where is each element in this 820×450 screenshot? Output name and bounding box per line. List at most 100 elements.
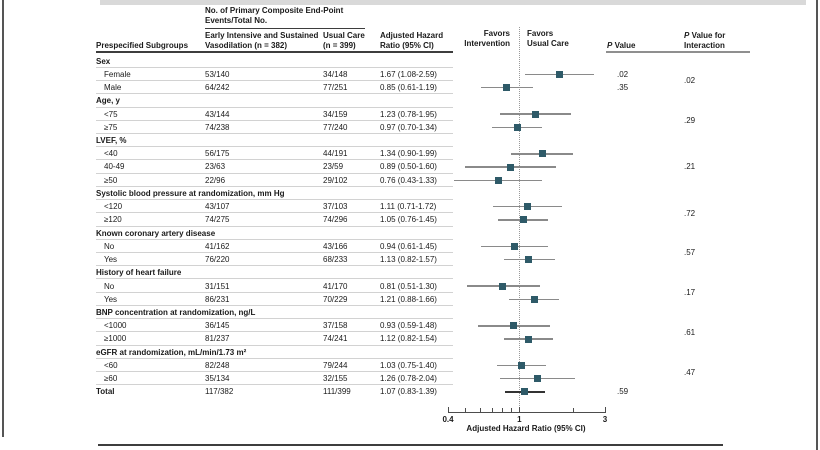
events-usual-value: 77/251 — [323, 83, 348, 93]
table-row: Total 117/382 111/399 1.07 (0.83-1.39) .59 — [0, 385, 820, 398]
row-separator — [96, 357, 453, 359]
group-header-row: Sex — [0, 55, 820, 68]
interaction-p-value: .47 — [684, 367, 696, 377]
row-label: BNP concentration at randomization, ng/L — [96, 307, 256, 317]
axis-minor-tick — [573, 408, 575, 412]
interaction-p-value: .29 — [684, 116, 696, 126]
axis-minor-tick — [465, 408, 467, 412]
hr-marker — [513, 123, 521, 131]
favors-usual-label-line1: Favors — [527, 29, 554, 38]
table-row: ≥1000 81/237 74/241 1.12 (0.82-1.54) — [0, 332, 820, 346]
row-label: <120 — [104, 202, 123, 212]
row-separator — [96, 80, 453, 82]
table-row: ≥60 35/134 32/155 1.26 (0.78-2.04) — [0, 372, 820, 386]
row-separator — [96, 384, 453, 386]
p-header-rule — [606, 51, 750, 53]
hr-marker — [525, 256, 533, 264]
row-separator — [96, 199, 453, 201]
events-intervention-value: 74/238 — [205, 122, 230, 132]
row-label: <1000 — [104, 321, 127, 331]
events-intervention-value: 41/162 — [205, 241, 230, 251]
table-row: <60 82/248 79/244 1.03 (0.75-1.40) — [0, 359, 820, 373]
hr-marker — [494, 176, 502, 184]
col-header-hr-line1: Adjusted Hazard — [380, 31, 444, 40]
events-intervention-value: 43/144 — [205, 109, 230, 119]
hr-ci-text: 1.67 (1.08-2.59) — [380, 69, 437, 79]
events-intervention-value: 76/220 — [205, 255, 230, 265]
events-usual-value: 43/166 — [323, 241, 348, 251]
row-separator — [96, 238, 453, 240]
hr-ci-text: 0.97 (0.70-1.34) — [380, 122, 437, 132]
row-label: History of heart failure — [96, 268, 182, 278]
row-separator — [96, 119, 453, 121]
row-label: No — [104, 281, 115, 291]
axis-major-tick — [605, 407, 606, 412]
events-intervention-value: 22/96 — [205, 175, 226, 185]
interaction-p-value: .21 — [684, 162, 696, 172]
hr-marker — [532, 110, 540, 118]
hr-ci-text: 1.11 (0.71-1.72) — [380, 202, 437, 212]
row-label: Age, y — [96, 96, 121, 106]
row-separator — [96, 291, 453, 293]
row-separator — [96, 66, 453, 68]
row-label: 40-49 — [104, 162, 125, 172]
row-separator — [96, 318, 453, 320]
hr-ci-text: 0.81 (0.51-1.30) — [380, 281, 437, 291]
row-separator — [96, 172, 453, 174]
row-label: Yes — [104, 294, 118, 304]
p-value: .59 — [617, 387, 629, 397]
row-separator — [96, 278, 453, 280]
row-label: Systolic blood pressure at randomization… — [96, 188, 285, 198]
events-usual-value: 74/296 — [323, 215, 348, 225]
group-header-row: Known coronary artery disease — [0, 227, 820, 240]
table-row: ≥120 74/275 74/296 1.05 (0.76-1.45) — [0, 213, 820, 227]
events-usual-value: 23/59 — [323, 162, 344, 172]
row-label: Male — [104, 83, 122, 93]
events-intervention-value: 82/248 — [205, 360, 230, 370]
group-header-row: History of heart failure — [0, 266, 820, 280]
row-label: Yes — [104, 255, 118, 265]
events-usual-value: 79/244 — [323, 360, 348, 370]
events-intervention-value: 23/63 — [205, 162, 226, 172]
hr-ci-text: 0.85 (0.61-1.19) — [380, 83, 437, 93]
row-label: Sex — [96, 56, 111, 66]
row-label: <60 — [104, 360, 118, 370]
hr-ci-text: 1.34 (0.90-1.99) — [380, 149, 437, 159]
events-usual-value: 29/102 — [323, 175, 348, 185]
row-label: ≥120 — [104, 215, 122, 225]
x-axis-title: Adjusted Hazard Ratio (95% CI) — [466, 424, 586, 433]
row-label: Total — [96, 387, 115, 397]
events-usual-value: 34/148 — [323, 69, 348, 79]
col-header-subgroups: Prespecified Subgroups — [96, 41, 189, 50]
hr-ci-text: 0.89 (0.50-1.60) — [380, 162, 437, 172]
events-intervention-value: 53/140 — [205, 69, 230, 79]
events-intervention-value: 74/275 — [205, 215, 230, 225]
group-header-row: eGFR at randomization, mL/min/1.73 m² — [0, 346, 820, 359]
hr-ci-text: 1.07 (0.83-1.39) — [380, 387, 437, 397]
table-row: No 41/162 43/166 0.94 (0.61-1.45) — [0, 240, 820, 254]
events-intervention-value: 31/151 — [205, 281, 230, 291]
row-separator — [96, 132, 453, 134]
hr-marker — [506, 163, 514, 171]
favors-intervention-label-line1: Favors — [483, 29, 510, 38]
interaction-p-value: .02 — [684, 76, 696, 86]
row-separator — [96, 331, 453, 333]
table-row: <40 56/175 44/191 1.34 (0.90-1.99) — [0, 147, 820, 161]
table-row: ≥50 22/96 29/102 0.76 (0.43-1.33) — [0, 174, 820, 187]
row-separator — [96, 252, 453, 254]
p-value: .02 — [617, 69, 629, 79]
row-separator — [96, 225, 453, 227]
col-header-intervention-line2: Vasodilation (n = 382) — [205, 41, 288, 50]
top-gray-band — [100, 0, 806, 5]
table-row: Yes 76/220 68/233 1.13 (0.82-1.57) — [0, 253, 820, 267]
table-row: <120 43/107 37/103 1.11 (0.71-1.72) — [0, 200, 820, 214]
table-row: Female 53/140 34/148 1.67 (1.08-2.59) .02 — [0, 68, 820, 82]
row-separator — [96, 265, 453, 267]
row-label: <75 — [104, 109, 118, 119]
hr-ci-text: 1.05 (0.76-1.45) — [380, 215, 437, 225]
row-separator — [96, 185, 453, 187]
table-row: ≥75 74/238 77/240 0.97 (0.70-1.34) — [0, 121, 820, 134]
